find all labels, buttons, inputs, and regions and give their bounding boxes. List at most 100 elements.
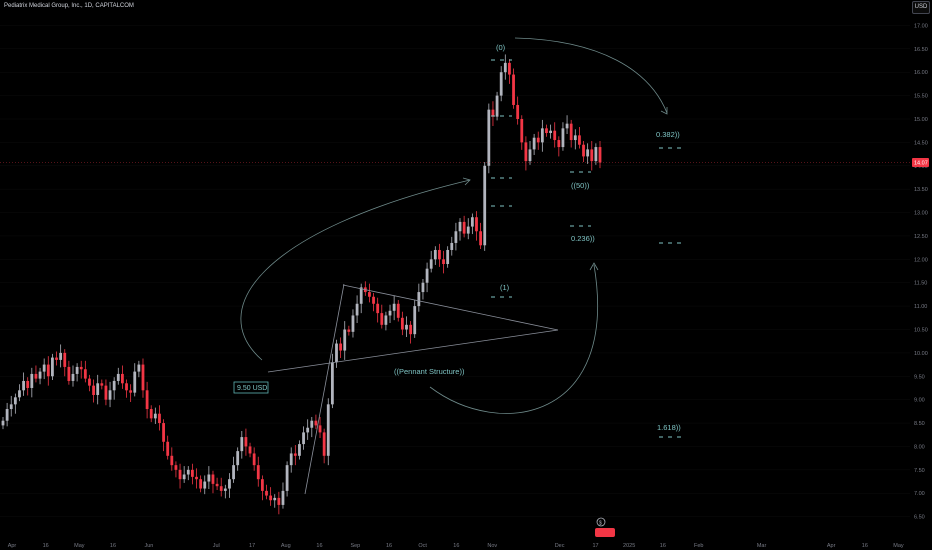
candle-body: [516, 104, 520, 119]
candle-body: [359, 287, 363, 304]
candle-body: [108, 390, 112, 400]
candle-body: [141, 364, 145, 391]
candle-body: [590, 149, 594, 162]
breakout-line: [304, 283, 345, 495]
x-tick-label: 2025: [623, 543, 635, 549]
last-price-tag-text: 14.07: [914, 160, 928, 166]
y-tick-label: 13.00: [914, 211, 928, 217]
candle-body: [545, 128, 548, 134]
candle-body: [190, 469, 194, 477]
fib-0382-label: 0.382)): [656, 130, 680, 139]
y-tick-label: 8.50: [914, 421, 925, 427]
candle-body: [409, 324, 413, 335]
candle-body: [318, 425, 322, 433]
pennant-lower-line: [267, 329, 559, 373]
candle-body: [244, 437, 248, 447]
candle-body: [153, 413, 157, 419]
candle-body: [326, 404, 330, 456]
candle-body: [137, 364, 141, 372]
candle-body: [228, 479, 231, 489]
candle-body: [9, 404, 13, 410]
candle-body: [380, 313, 384, 325]
wave-arc-3: [429, 264, 599, 414]
candle-body: [421, 282, 425, 293]
candle-body: [182, 474, 186, 480]
candle-body: [347, 329, 351, 332]
y-tick-label: 17.00: [914, 23, 928, 29]
candle-body: [466, 226, 470, 234]
candle-body: [429, 259, 433, 269]
price-box-label: 9.50 USD: [237, 385, 267, 392]
candle-body: [34, 373, 38, 379]
candle-body: [561, 128, 565, 148]
candle-body: [277, 497, 281, 505]
candle-body: [400, 317, 404, 330]
y-tick-label: 16.50: [914, 47, 928, 53]
candle-body: [79, 366, 83, 370]
candle-body: [368, 292, 371, 297]
price-box: [233, 381, 269, 394]
currency-button[interactable]: USD: [912, 1, 930, 14]
candle-body: [376, 303, 380, 314]
candle-body: [46, 364, 50, 377]
time-axis[interactable]: Apr 16 May 16 Jun Jul 17 Aug 16 Sep 16 Oct 16 Nov Dec 1…: [8, 543, 904, 549]
candle-body: [454, 231, 458, 243]
y-tick-label: 12.00: [914, 257, 928, 263]
price-axis[interactable]: 6.50 7.00 7.50 8.00 8.50 9.00 9.50 10.00 10.50 11…: [914, 23, 928, 520]
y-tick-label: 15.50: [914, 94, 928, 100]
x-tick-label: 16: [453, 543, 459, 549]
candle-body: [215, 483, 219, 487]
candle-body: [310, 420, 314, 428]
y-tick-label: 15.00: [914, 117, 928, 123]
candle-body: [96, 383, 100, 395]
candle-body: [339, 343, 343, 351]
candle-body: [83, 369, 87, 379]
x-tick-label: 17: [249, 543, 255, 549]
candle-body: [207, 474, 211, 482]
candle-body: [211, 474, 215, 484]
candle-body: [162, 423, 165, 442]
candle-body: [178, 469, 182, 480]
candle-body: [553, 130, 557, 141]
candle-body: [524, 142, 528, 162]
x-tick-label: May: [74, 543, 85, 549]
candle-body: [219, 486, 223, 491]
x-tick-label: Feb: [694, 543, 703, 549]
y-tick-label: 8.00: [914, 444, 925, 450]
candle-body: [470, 217, 474, 227]
candle-body: [557, 140, 561, 148]
wave-0-label: (0): [496, 43, 506, 52]
candle-body: [425, 268, 429, 283]
candle-body: [306, 427, 310, 433]
y-tick-label: 12.50: [914, 234, 928, 240]
candle-body: [42, 364, 46, 372]
candle-body: [55, 357, 58, 360]
x-tick-label: Mar: [757, 543, 767, 549]
candle-body: [199, 479, 203, 489]
candle-body: [121, 373, 124, 384]
candle-body: [446, 249, 450, 265]
x-tick-label: Aug: [281, 543, 291, 549]
candle-body: [38, 371, 42, 379]
candle-body: [384, 315, 388, 325]
candle-body: [129, 390, 133, 393]
candle-body: [92, 385, 95, 395]
x-tick-label: Dec: [555, 543, 565, 549]
candle-body: [30, 373, 34, 388]
candle-body: [450, 242, 454, 250]
x-tick-label: Jul: [213, 543, 220, 549]
candle-body: [314, 420, 318, 426]
candle-body: [223, 488, 227, 491]
candle-body: [63, 352, 67, 367]
fib-0236-label: 0.236)): [571, 234, 595, 243]
y-tick-label: 11.00: [914, 304, 927, 310]
arrowhead-3: [589, 262, 599, 271]
x-tick-label: Jun: [144, 543, 153, 549]
event-badge-icon[interactable]: [596, 517, 606, 527]
candle-body: [112, 380, 116, 391]
candle-body: [462, 221, 466, 234]
candle-body: [13, 397, 17, 405]
candle-body: [495, 95, 499, 117]
candle-body: [355, 303, 359, 316]
